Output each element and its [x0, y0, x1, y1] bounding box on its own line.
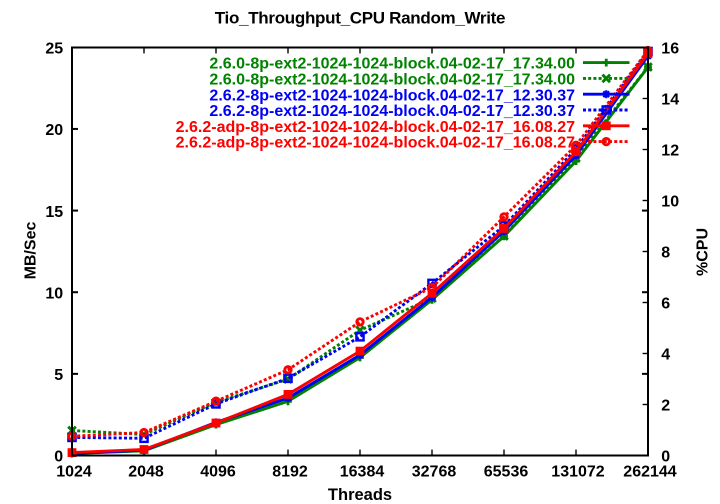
svg-text:2.6.2-8p-ext2-1024-1024-block.: 2.6.2-8p-ext2-1024-1024-block.04-02-17_1…	[209, 103, 575, 120]
svg-text:131072: 131072	[551, 464, 604, 481]
svg-text:2.6.2-adp-8p-ext2-1024-1024-bl: 2.6.2-adp-8p-ext2-1024-1024-block.04-02-…	[176, 119, 575, 136]
svg-text:2.6.0-8p-ext2-1024-1024-block.: 2.6.0-8p-ext2-1024-1024-block.04-02-17_1…	[209, 56, 575, 73]
svg-text:10: 10	[45, 285, 63, 302]
svg-text:0: 0	[54, 449, 63, 466]
svg-text:12: 12	[661, 142, 679, 159]
svg-text:6: 6	[661, 295, 670, 312]
svg-text:MB/Sec: MB/Sec	[23, 222, 40, 280]
svg-text:15: 15	[45, 204, 63, 221]
svg-text:2.6.2-8p-ext2-1024-1024-block.: 2.6.2-8p-ext2-1024-1024-block.04-02-17_1…	[209, 87, 575, 104]
svg-text:2.6.0-8p-ext2-1024-1024-block.: 2.6.0-8p-ext2-1024-1024-block.04-02-17_1…	[209, 72, 575, 89]
svg-text:2.6.2-adp-8p-ext2-1024-1024-bl: 2.6.2-adp-8p-ext2-1024-1024-block.04-02-…	[176, 135, 575, 152]
svg-text:20: 20	[45, 122, 63, 139]
svg-text:Tio_Throughput_CPU Random_Writ: Tio_Throughput_CPU Random_Write	[215, 9, 505, 28]
svg-text:16384: 16384	[340, 464, 385, 481]
svg-text:2048: 2048	[128, 464, 164, 481]
svg-text:Threads: Threads	[328, 486, 392, 504]
svg-text:65536: 65536	[484, 464, 529, 481]
svg-text:8: 8	[661, 244, 670, 261]
svg-text:25: 25	[45, 41, 63, 58]
svg-text:32768: 32768	[412, 464, 457, 481]
svg-text:0: 0	[661, 448, 670, 465]
svg-text:8192: 8192	[272, 464, 308, 481]
svg-text:16: 16	[661, 40, 679, 57]
svg-text:%CPU: %CPU	[695, 228, 712, 276]
svg-text:4096: 4096	[200, 464, 236, 481]
svg-text:1024: 1024	[56, 464, 92, 481]
svg-text:5: 5	[54, 367, 63, 384]
svg-text:4: 4	[661, 346, 670, 363]
svg-text:2: 2	[661, 397, 670, 414]
svg-text:10: 10	[661, 193, 679, 210]
svg-text:262144: 262144	[623, 464, 676, 481]
svg-text:14: 14	[661, 91, 679, 108]
